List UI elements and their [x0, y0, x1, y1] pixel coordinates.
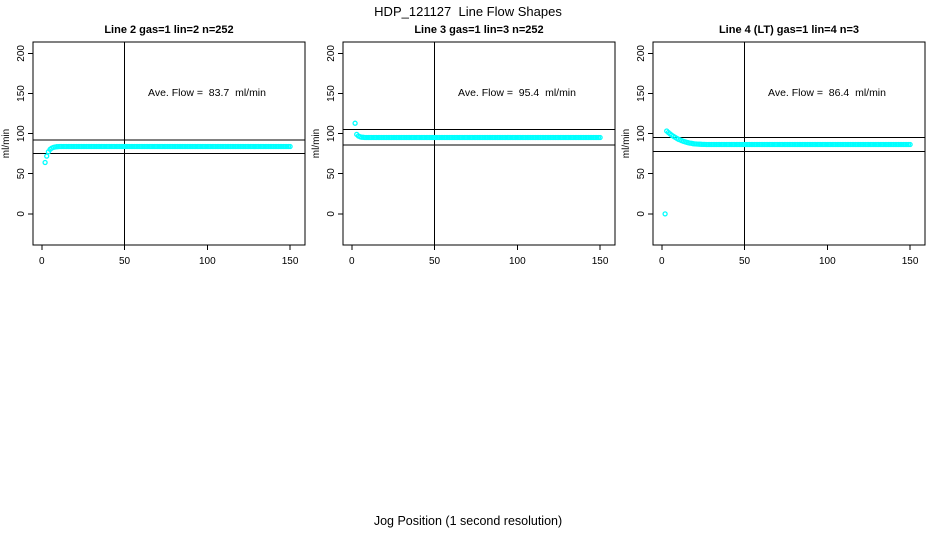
panel-line-3: 0 50 100 150 0 50 100 150 200 ml/min Line 3 gas=1…	[310, 20, 620, 286]
y-tick-label: 100	[16, 125, 27, 142]
y-tick-label: 50	[326, 168, 337, 180]
data-point	[352, 120, 358, 126]
x-tick-label: 0	[39, 256, 45, 267]
y-tick-label: 50	[636, 168, 647, 180]
x-axis-label: Jog Position (1 second resolution)	[373, 514, 563, 528]
y-tick-label: 100	[326, 125, 337, 142]
x-tick-label: 150	[282, 256, 299, 267]
x-tick-label: 0	[349, 256, 355, 267]
y-tick-label: 0	[326, 211, 337, 217]
panel-title-line-3: Line 3 gas=1 lin=3 n=252	[414, 24, 544, 36]
y-axis-label: ml/min	[311, 129, 322, 158]
x-tick-label: 50	[119, 256, 131, 267]
data-point	[662, 211, 668, 217]
data-point	[597, 134, 603, 141]
y-tick-label: 150	[636, 85, 647, 102]
plot-line-2: 0 50 100 150 0 50 100 150 200 ml/min	[1, 41, 306, 267]
y-tick-label: 0	[16, 211, 27, 217]
ave-flow-annotation-line-2: Ave. Flow = 83.7 ml/min	[148, 87, 266, 99]
x-tick-label: 100	[819, 256, 836, 267]
y-tick-label: 150	[326, 85, 337, 102]
ave-flow-annotation-line-4: Ave. Flow = 86.4 ml/min	[768, 87, 886, 99]
x-tick-label: 0	[659, 256, 665, 267]
data-point	[42, 159, 48, 166]
plot-box	[32, 41, 306, 246]
y-axis-label: ml/min	[621, 129, 632, 158]
panel-line-4: 0 50 100 150 0 50 100 150 200 ml/min Line 4 (LT) …	[620, 20, 930, 286]
y-tick-label: 50	[16, 168, 27, 180]
data-point	[44, 153, 50, 159]
page-title: HDP_121127 Line Flow Shapes	[374, 4, 562, 19]
y-tick-label: 100	[636, 125, 647, 142]
x-tick-label: 150	[592, 256, 609, 267]
data-point	[287, 143, 293, 150]
y-tick-label: 200	[16, 45, 27, 62]
panel-title-line-4: Line 4 (LT) gas=1 lin=4 n=3	[718, 24, 860, 36]
y-tick-label: 200	[636, 45, 647, 62]
x-tick-label: 100	[199, 256, 216, 267]
plot-box	[652, 41, 926, 246]
y-tick-label: 0	[636, 211, 647, 217]
plot-line-4: 0 50 100 150 0 50 100 150 200 ml/min	[621, 41, 926, 267]
x-tick-label: 150	[902, 256, 919, 267]
plot-line-3: 0 50 100 150 0 50 100 150 200 ml/min	[311, 41, 616, 267]
ave-flow-annotation-line-3: Ave. Flow = 95.4 ml/min	[458, 87, 576, 99]
panel-title-line-2: Line 2 gas=1 lin=2 n=252	[104, 24, 234, 36]
panel-line-2: 0 50 100 150 0 50 100 150 200 ml/min Line 2 gas=1…	[0, 20, 310, 286]
y-tick-label: 150	[16, 85, 27, 102]
x-tick-label: 50	[739, 256, 751, 267]
x-tick-label: 50	[429, 256, 441, 267]
plot-box	[342, 41, 616, 246]
y-axis-label: ml/min	[1, 129, 12, 158]
data-point	[907, 141, 913, 148]
y-tick-label: 200	[326, 45, 337, 62]
x-tick-label: 100	[509, 256, 526, 267]
